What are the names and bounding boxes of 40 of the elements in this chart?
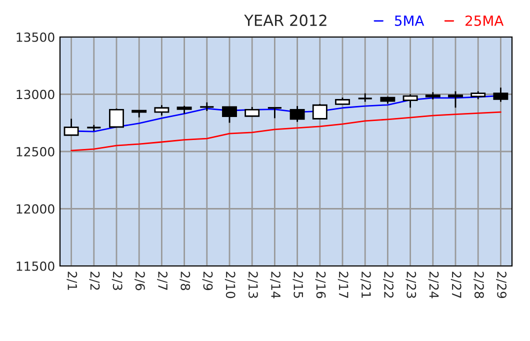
x-tick-label: 2/13	[247, 272, 258, 298]
x-tick-label: 2/9	[202, 272, 213, 290]
chart-title: YEAR 2012	[244, 14, 326, 26]
x-tick-label: 2/23	[406, 272, 416, 298]
x-tick-label: 2/22	[383, 272, 394, 298]
y-tick-label: 13500	[16, 32, 54, 42]
x-tick-label: 2/2	[89, 272, 100, 290]
x-tick-label: 2/14	[270, 272, 281, 298]
x-tick-label: 2/6	[134, 272, 145, 290]
x-tick-label: 2/8	[180, 272, 190, 290]
candlestick	[493, 86, 508, 102]
legend-label: 5MA	[394, 16, 424, 26]
candlestick	[402, 94, 418, 108]
x-tick-label: 2/17	[338, 272, 348, 298]
candlestick	[448, 90, 463, 108]
x-tick-label: 2/15	[292, 272, 304, 298]
x-tick-label: 2/3	[112, 272, 122, 290]
candlestick	[267, 107, 282, 119]
x-tick-label: 2/16	[315, 272, 326, 298]
x-tick-label: 2/28	[473, 272, 484, 298]
candlestick	[222, 106, 237, 124]
x-tick-label: 2/7	[157, 272, 168, 290]
legend-label: 25MA	[466, 15, 504, 26]
line-series	[70, 111, 502, 152]
candlestick	[64, 118, 79, 136]
candlestick	[109, 108, 124, 128]
y-tick-label: 12000	[16, 204, 54, 214]
x-tick-label: 2/24	[428, 272, 439, 298]
x-tick-label: 2/10	[224, 272, 236, 298]
candlestick	[290, 105, 305, 123]
x-tick-label: 2/29	[496, 272, 507, 298]
y-tick-label: 12500	[16, 146, 54, 156]
candlestick	[244, 106, 260, 117]
x-tick-label: 2/1	[66, 272, 78, 290]
candlestick	[312, 103, 328, 120]
y-tick-label: 11500	[16, 261, 54, 271]
x-tick-label: 2/21	[360, 272, 371, 298]
x-tick-label: 2/27	[450, 272, 462, 298]
candlestick	[154, 104, 170, 116]
y-tick-label: 13000	[16, 90, 54, 100]
